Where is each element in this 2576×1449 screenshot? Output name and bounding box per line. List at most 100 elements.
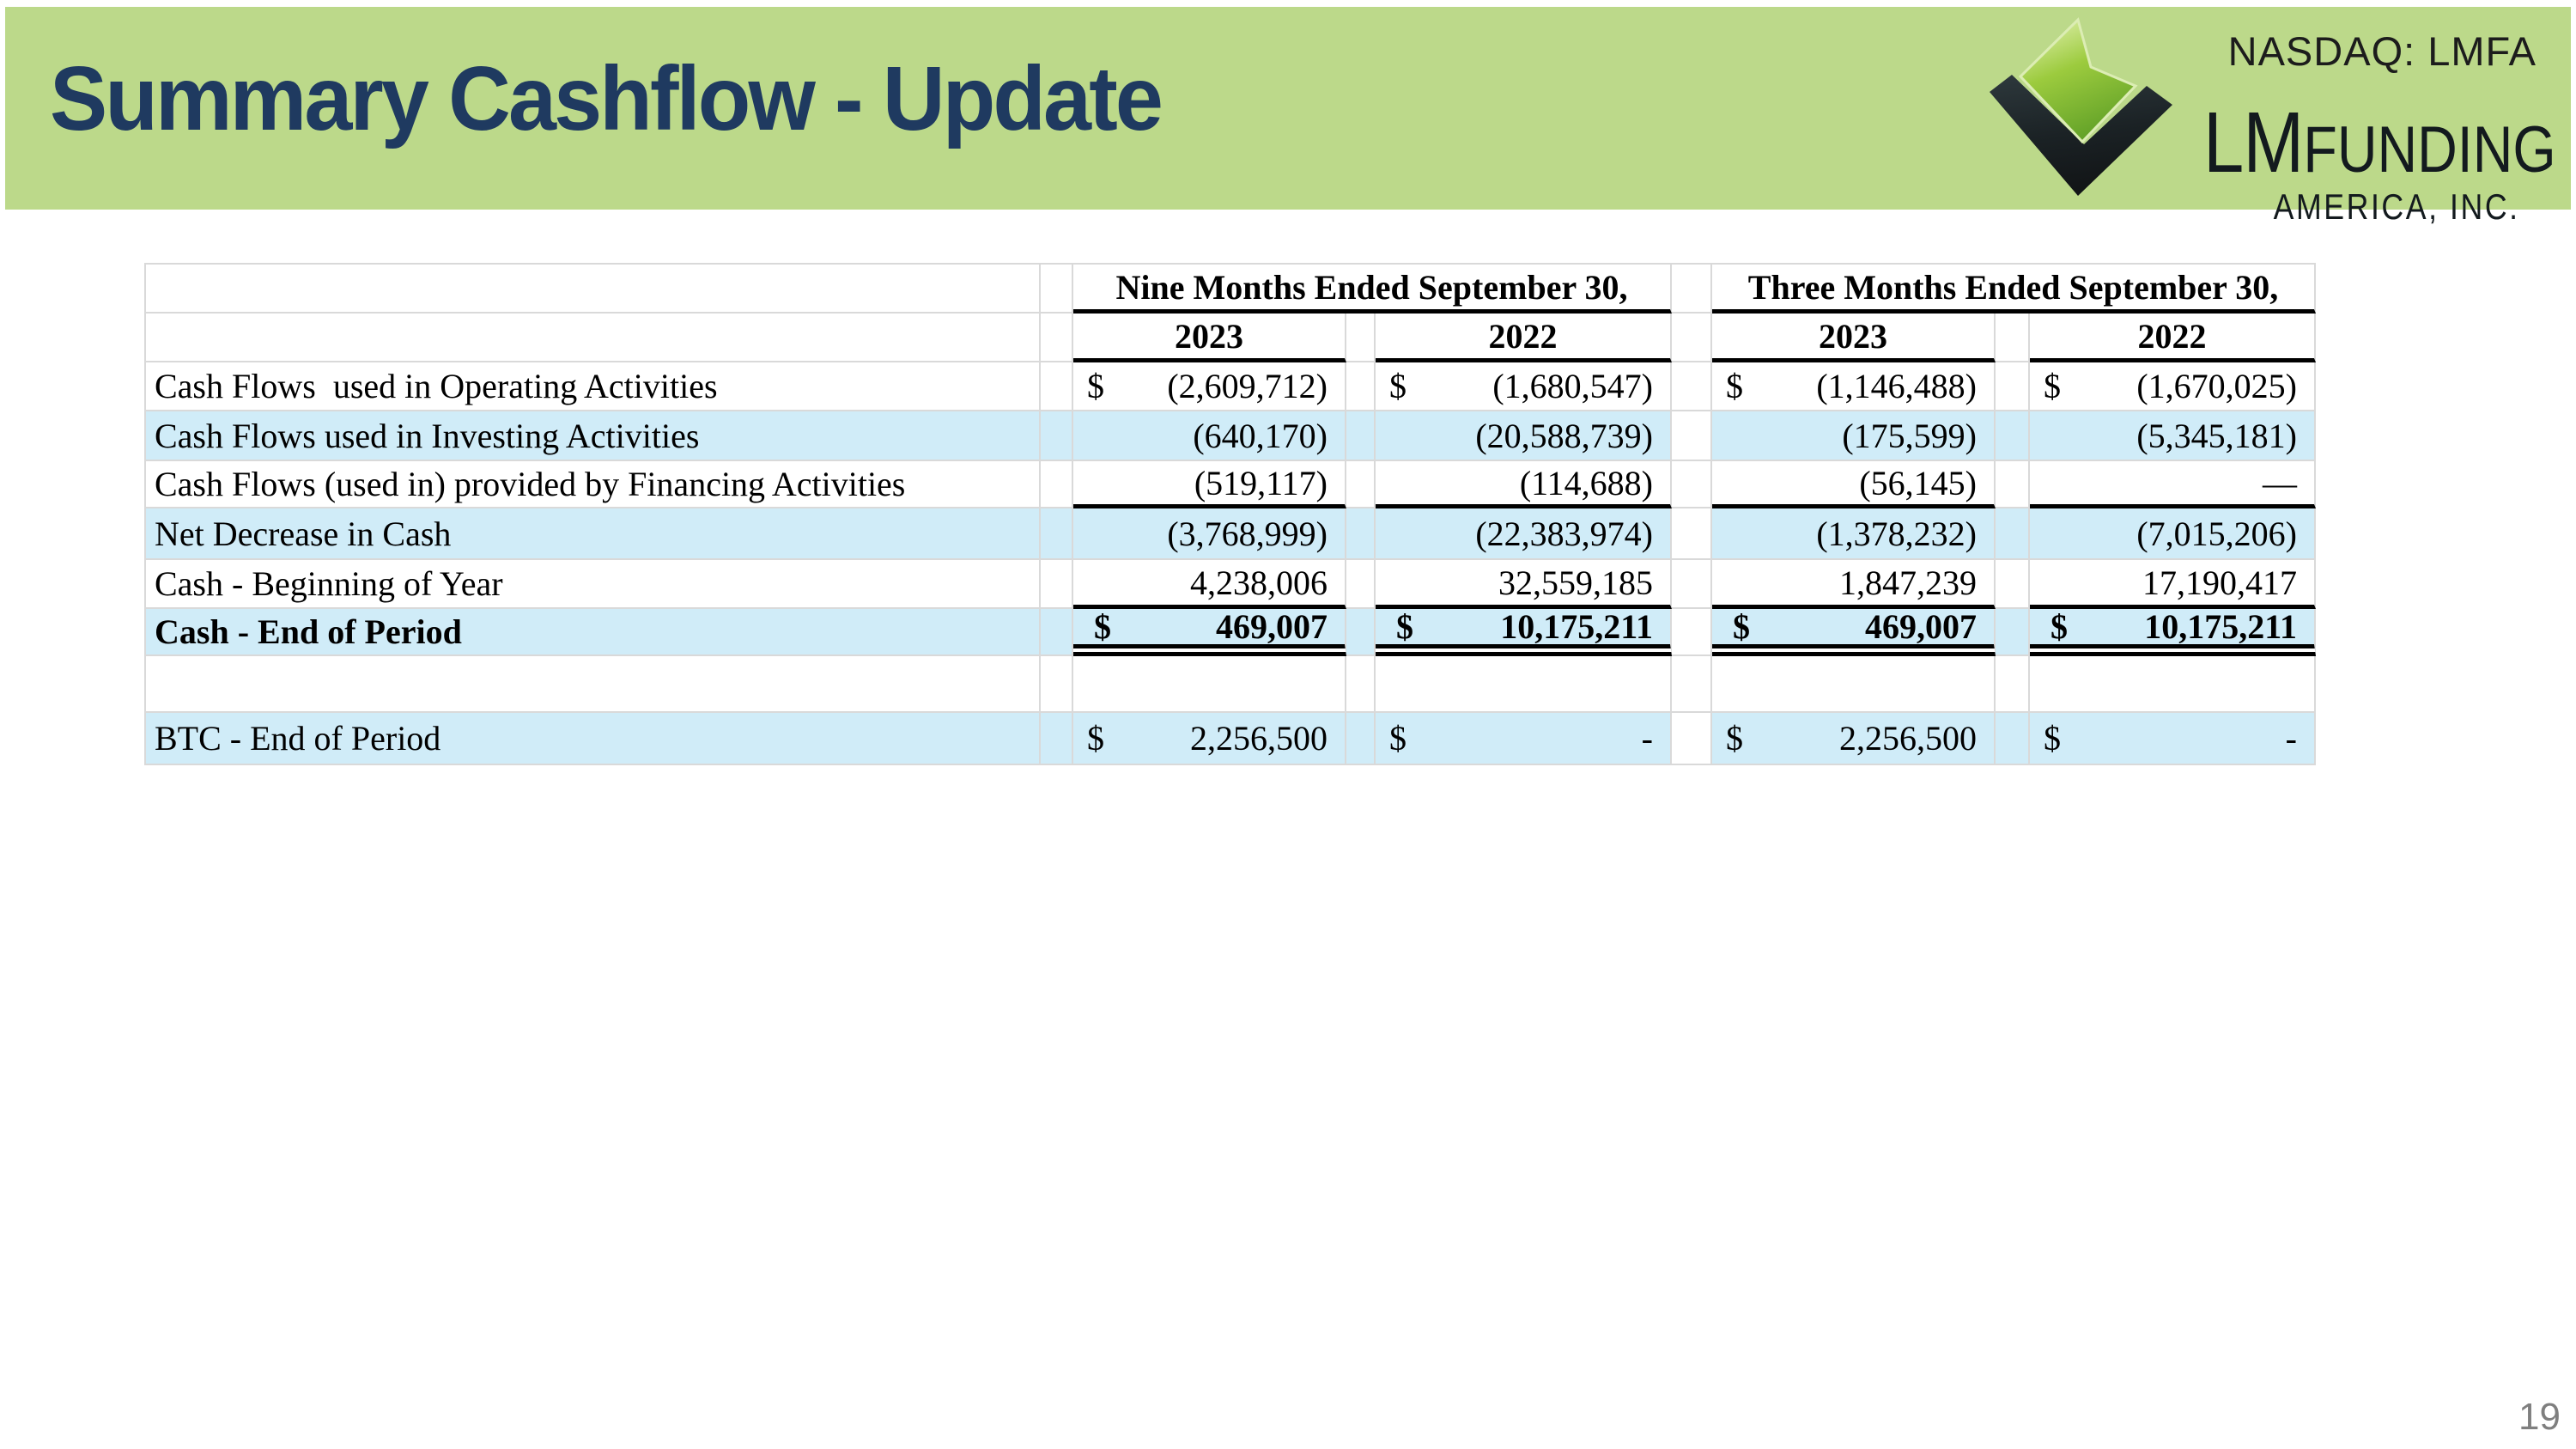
row-label: Cash - End of Period (146, 609, 1041, 656)
group-gap-cell (1672, 609, 1712, 656)
row-label: Cash Flows (used in) provided by Financi… (146, 461, 1041, 508)
group-header-nine-months: Nine Months Ended September 30, (1073, 265, 1672, 314)
row-label: Cash Flows used in Investing Activities (146, 411, 1041, 461)
spacer-cell (1346, 461, 1376, 508)
table-cell: $ - (1376, 713, 1672, 765)
table-cell: $10,175,211 (1376, 609, 1672, 656)
year-header: 2022 (1376, 314, 1672, 362)
table-cell: (3,768,999) (1073, 508, 1346, 560)
spacer-cell (1346, 609, 1376, 656)
row-label: Cash - Beginning of Year (146, 560, 1041, 609)
spacer-cell (1996, 314, 2030, 362)
cell-value: (519,117) (1194, 463, 1327, 502)
currency-symbol: $ (2044, 367, 2061, 405)
spacer-cell (1041, 609, 1073, 656)
logo-america-label: AMERICA, INC. (2273, 186, 2520, 227)
cell-value: - (2285, 719, 2297, 758)
table-cell: $2,256,500 (1073, 713, 1346, 765)
cell-value: (20,588,739) (1475, 416, 1653, 455)
currency-symbol: $ (1094, 609, 1111, 646)
group-gap-cell (1672, 411, 1712, 461)
spacer-cell (1346, 656, 1376, 713)
cell-value: 469,007 (1865, 609, 1977, 646)
table-cell: (519,117) (1073, 461, 1346, 508)
group-gap-cell (1672, 362, 1712, 411)
spacer-cell (1346, 508, 1376, 560)
table-cell: — (2030, 461, 2316, 508)
spacer-cell (1041, 713, 1073, 765)
spacer-cell (1996, 560, 2030, 609)
group-gap-cell (1672, 461, 1712, 508)
cell-value: (114,688) (1519, 463, 1653, 502)
currency-symbol: $ (1389, 719, 1406, 758)
table-cell: (20,588,739) (1376, 411, 1672, 461)
table-cell: $ (1,680,547) (1376, 362, 1672, 411)
row-label: BTC - End of Period (146, 713, 1041, 765)
cell-value: (2,609,712) (1167, 367, 1327, 405)
spacer-cell (1041, 362, 1073, 411)
cell-value: (175,599) (1842, 416, 1977, 455)
row-label: Cash Flows used in Operating Activities (146, 362, 1041, 411)
spacer-cell (1041, 265, 1073, 314)
spacer-cell (1041, 411, 1073, 461)
cell-value: (22,383,974) (1475, 514, 1653, 553)
cell-value: (5,345,181) (2136, 416, 2297, 455)
cell-value: (640,170) (1193, 416, 1327, 455)
group-gap-cell (1672, 508, 1712, 560)
cell-value: 2,256,500 (1839, 719, 1977, 758)
spacer-cell (1996, 609, 2030, 656)
spacer-cell (1996, 411, 2030, 461)
page-number: 19 (2518, 1396, 2561, 1438)
spacer-cell (1346, 314, 1376, 362)
cell-value: (1,680,547) (1492, 367, 1653, 405)
cell-value: 1,847,239 (1839, 563, 1977, 602)
spacer-cell (1041, 508, 1073, 560)
cell-value: 2,256,500 (1190, 719, 1327, 758)
currency-symbol: $ (2050, 609, 2068, 646)
empty-row-cell (146, 656, 1041, 713)
currency-symbol: $ (1726, 719, 1743, 758)
table-cell: $10,175,211 (2030, 609, 2316, 656)
table-cell: (7,015,206) (2030, 508, 2316, 560)
table-cell: $469,007 (1712, 609, 1996, 656)
table-cell: $469,007 (1073, 609, 1346, 656)
group-gap-cell (1672, 656, 1712, 713)
table-cell: (175,599) (1712, 411, 1996, 461)
table-cell: 17,190,417 (2030, 560, 2316, 609)
table-cell: (5,345,181) (2030, 411, 2316, 461)
cell-value: (3,768,999) (1167, 514, 1327, 553)
spacer-cell (1346, 560, 1376, 609)
spacer-cell (1996, 362, 2030, 411)
group-gap-cell (1672, 265, 1712, 314)
cell-value: 17,190,417 (2142, 563, 2297, 602)
spacer-cell (1346, 362, 1376, 411)
cell-value: (1,378,232) (1816, 514, 1977, 553)
cashflow-table: Nine Months Ended September 30, Three Mo… (144, 263, 2316, 765)
logo-lm-label: LM (2203, 94, 2304, 191)
empty-row-cell (1073, 656, 1346, 713)
table-cell: $2,256,500 (1712, 713, 1996, 765)
group-gap-cell (1672, 314, 1712, 362)
cell-value: (56,145) (1859, 463, 1977, 502)
company-logo-text: LM FUNDING AMERICA, INC. (2203, 100, 2556, 225)
cell-value: — (2263, 463, 2297, 502)
cell-value: - (1641, 719, 1653, 758)
cell-value: (1,146,488) (1816, 367, 1977, 405)
cell-value: 10,175,211 (1500, 609, 1653, 646)
group-header-three-months: Three Months Ended September 30, (1712, 265, 2316, 314)
row-label: Net Decrease in Cash (146, 508, 1041, 560)
currency-symbol: $ (1389, 367, 1406, 405)
empty-row-cell (1712, 656, 1996, 713)
table-cell: 1,847,239 (1712, 560, 1996, 609)
empty-row-cell (2030, 656, 2316, 713)
table-cell: (56,145) (1712, 461, 1996, 508)
table-cell: $ (1,146,488) (1712, 362, 1996, 411)
table-cell: (114,688) (1376, 461, 1672, 508)
table-cell: 32,559,185 (1376, 560, 1672, 609)
currency-symbol: $ (1726, 367, 1743, 405)
spacer-cell (1996, 656, 2030, 713)
spacer-cell (1996, 713, 2030, 765)
table-cell: (640,170) (1073, 411, 1346, 461)
currency-symbol: $ (1396, 609, 1413, 646)
